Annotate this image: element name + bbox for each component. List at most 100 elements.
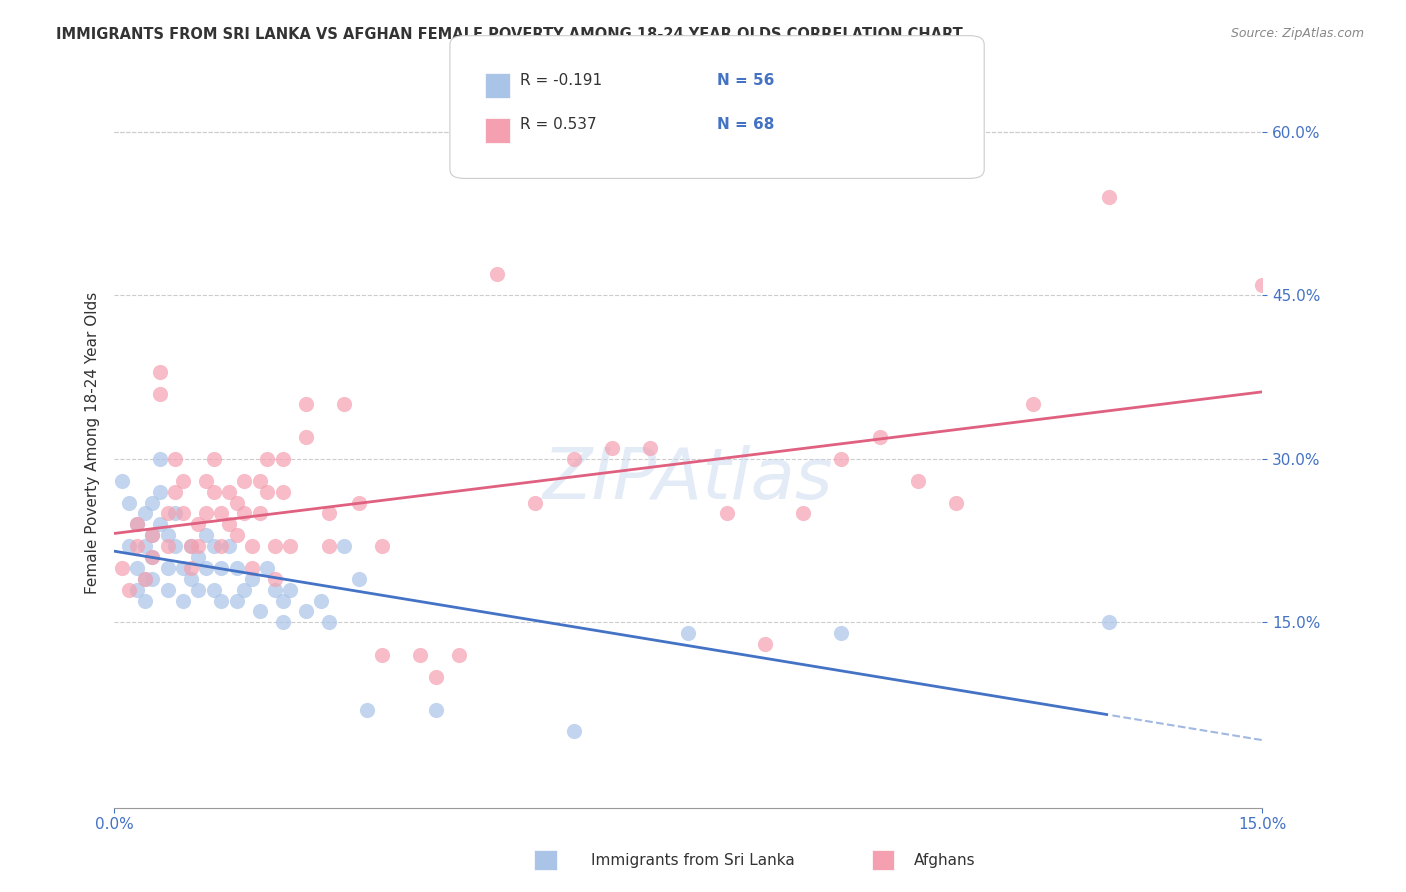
- Text: R = 0.537: R = 0.537: [520, 118, 596, 132]
- Point: [754, 637, 776, 651]
- Text: R = -0.191: R = -0.191: [520, 73, 602, 87]
- Point: [149, 451, 172, 466]
- Point: [249, 474, 271, 488]
- Point: [678, 626, 700, 640]
- Point: [371, 539, 394, 553]
- Point: [111, 561, 134, 575]
- Point: [134, 572, 156, 586]
- Point: [149, 484, 172, 499]
- Point: [347, 572, 370, 586]
- Point: [165, 539, 187, 553]
- Point: [1098, 615, 1121, 630]
- Point: [792, 507, 814, 521]
- Point: [209, 507, 232, 521]
- Text: Source: ZipAtlas.com: Source: ZipAtlas.com: [1230, 27, 1364, 40]
- Point: [209, 593, 232, 607]
- Point: [256, 451, 278, 466]
- Point: [830, 451, 852, 466]
- Point: [256, 561, 278, 575]
- Point: [409, 648, 432, 662]
- Point: [127, 517, 149, 532]
- Point: [180, 572, 202, 586]
- Point: [562, 451, 585, 466]
- Point: [180, 561, 202, 575]
- Point: [134, 572, 156, 586]
- Text: Immigrants from Sri Lanka: Immigrants from Sri Lanka: [591, 854, 794, 868]
- Point: [187, 539, 209, 553]
- Text: N = 68: N = 68: [717, 118, 775, 132]
- Point: [333, 397, 356, 411]
- Y-axis label: Female Poverty Among 18-24 Year Olds: Female Poverty Among 18-24 Year Olds: [86, 292, 100, 594]
- Point: [134, 539, 156, 553]
- Point: [869, 430, 891, 444]
- Point: [118, 539, 141, 553]
- Point: [141, 549, 163, 564]
- Point: [716, 507, 738, 521]
- Point: [1098, 190, 1121, 204]
- Point: [225, 561, 247, 575]
- Point: [225, 593, 247, 607]
- Point: [294, 430, 316, 444]
- Point: [202, 451, 225, 466]
- Point: [195, 528, 218, 542]
- Point: [318, 507, 340, 521]
- Point: [271, 451, 294, 466]
- Point: [1022, 397, 1045, 411]
- Point: [218, 517, 240, 532]
- Point: [172, 593, 194, 607]
- Point: [149, 386, 172, 401]
- Point: [141, 528, 163, 542]
- Point: [180, 539, 202, 553]
- Point: [278, 582, 301, 597]
- Point: [156, 561, 179, 575]
- Point: [333, 539, 356, 553]
- Point: [318, 615, 340, 630]
- Point: [425, 670, 447, 684]
- Point: [271, 593, 294, 607]
- Point: [240, 561, 263, 575]
- Point: [118, 495, 141, 509]
- Text: N = 56: N = 56: [717, 73, 775, 87]
- Point: [225, 495, 247, 509]
- Point: [638, 441, 661, 455]
- Point: [187, 549, 209, 564]
- Point: [149, 365, 172, 379]
- Point: [294, 397, 316, 411]
- Point: [562, 724, 585, 739]
- Point: [156, 539, 179, 553]
- Point: [187, 517, 209, 532]
- Point: [156, 582, 179, 597]
- Point: [156, 528, 179, 542]
- Point: [134, 507, 156, 521]
- Point: [172, 474, 194, 488]
- Point: [165, 484, 187, 499]
- Point: [134, 593, 156, 607]
- Point: [240, 539, 263, 553]
- Point: [195, 507, 218, 521]
- Point: [318, 539, 340, 553]
- Point: [271, 484, 294, 499]
- Point: [202, 484, 225, 499]
- Point: [271, 615, 294, 630]
- Point: [425, 703, 447, 717]
- Point: [195, 561, 218, 575]
- Point: [347, 495, 370, 509]
- Point: [945, 495, 967, 509]
- Point: [485, 267, 508, 281]
- Point: [149, 517, 172, 532]
- Point: [371, 648, 394, 662]
- Point: [141, 572, 163, 586]
- Point: [233, 474, 256, 488]
- Point: [127, 561, 149, 575]
- Point: [209, 561, 232, 575]
- Point: [600, 441, 623, 455]
- Point: [233, 582, 256, 597]
- Text: Afghans: Afghans: [914, 854, 976, 868]
- Point: [141, 495, 163, 509]
- Point: [233, 507, 256, 521]
- Point: [240, 572, 263, 586]
- Point: [172, 561, 194, 575]
- Point: [249, 507, 271, 521]
- Point: [111, 474, 134, 488]
- Point: [218, 484, 240, 499]
